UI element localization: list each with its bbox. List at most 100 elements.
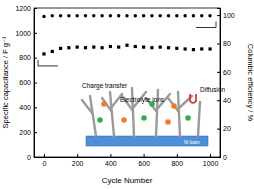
annotation: Ni foam [184,140,200,145]
tick-label: 600 [19,79,31,86]
circle-point [42,15,45,18]
tick: 0 [217,154,227,161]
ion [121,117,127,123]
tick-mark [217,100,220,101]
square-point [76,46,79,49]
branch [168,98,179,112]
tick: 600 [138,154,150,167]
tick-mark [217,15,220,16]
square-point [175,47,178,50]
circle-point [183,14,186,17]
tick-label: 1000 [203,160,219,167]
axis-line [35,154,221,158]
x-axis-title: Cycle Number [102,176,153,185]
tick-label: 600 [138,160,150,167]
square-point [159,46,162,49]
diffusion-arrow [190,94,196,103]
y2-axis-title: Columbic efficiency / % [246,44,254,122]
tick: 800 [171,154,183,167]
tick: 800 [19,54,37,61]
circle-point [92,14,95,17]
circle-point [142,14,145,17]
tick-label: 0 [223,154,227,161]
tick-label: 1000 [15,30,31,37]
tick-mark [217,72,220,73]
circle-point [59,14,62,17]
tick-mark [217,43,220,44]
circle-point [134,14,137,17]
circle-point [167,14,170,17]
ion [141,115,147,121]
axis-line [217,9,221,158]
axis: 020406080100 [217,9,235,161]
tick: 100 [217,12,235,19]
circle-point [125,14,128,17]
tick: 80 [217,40,231,47]
tick-mark [34,58,37,59]
square-point [200,47,203,50]
axis: 0 200 400 600 800 1000 [35,154,221,167]
tick-label: 400 [105,160,117,167]
marks [42,14,211,55]
tick: 600 [19,79,37,86]
tick-label: 100 [223,12,235,19]
axis-indicator [38,60,58,66]
ion [101,101,107,107]
tick: 400 [19,104,37,111]
ion [185,115,191,121]
inset-diagram [82,88,208,146]
tick-label: 0 [27,154,31,161]
tick-mark [34,8,37,9]
annotation: Diffusion [200,86,226,93]
square-point [117,46,120,49]
tick: 200 [72,154,84,167]
branch [198,102,200,136]
tick-label: 80 [223,40,231,47]
circle-point [117,14,120,17]
frame [34,8,220,157]
tick-label: 400 [19,104,31,111]
square-point [125,44,128,47]
y-axis-title: Specific capacitance / F g⁻¹ [1,36,10,128]
tick-label: 60 [223,69,231,76]
circle-point [208,14,211,17]
square-point [92,46,95,49]
square-point [192,48,195,51]
branch [102,98,112,112]
annotation: Charge transfer [82,82,128,90]
tick-mark [144,154,145,157]
branch [110,92,114,136]
tick-label: 200 [72,160,84,167]
tick-mark [34,107,37,108]
tick-mark [210,154,211,157]
square-point [167,46,170,49]
square-point [42,52,45,55]
tick-mark [217,129,220,130]
circle-point [175,14,178,17]
square-point [208,47,211,50]
tick-label: 0 [43,160,47,167]
circle-point [159,14,162,17]
tick-mark [44,154,45,157]
square-point [184,47,187,50]
tick: 1000 [203,154,219,167]
square-point [67,46,70,49]
circle-point [67,14,70,17]
foam-slab [86,136,208,146]
tick-label: 200 [19,129,31,136]
square-point [150,46,153,49]
tick: 1000 [15,30,37,37]
circle-point [84,14,87,17]
square-point [109,45,112,48]
plot: 0200400600800100002004006008001000120002… [15,5,234,167]
square-point [59,47,62,50]
branch [178,92,180,136]
tick: 0 [27,154,37,161]
circle-point [150,14,153,17]
tick: 1200 [15,5,37,12]
tick-label: 40 [223,97,231,104]
square-point [134,45,137,48]
tick-mark [34,83,37,84]
tick: 0 [43,154,47,167]
circle-point [200,14,203,17]
